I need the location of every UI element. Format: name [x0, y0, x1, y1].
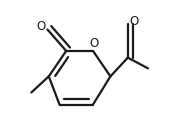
Text: O: O [89, 37, 98, 50]
Text: O: O [129, 15, 139, 28]
Text: O: O [36, 20, 45, 33]
